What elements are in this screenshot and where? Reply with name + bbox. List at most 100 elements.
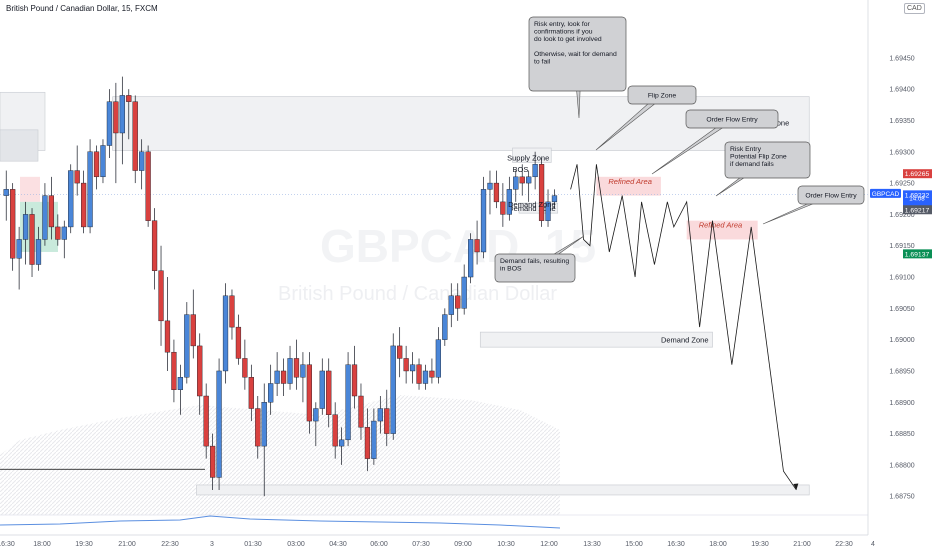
candle-body[interactable] (384, 408, 390, 434)
candle-body[interactable] (429, 370, 435, 378)
candle-body[interactable] (513, 176, 519, 190)
candle-body[interactable] (61, 226, 67, 240)
candle-body[interactable] (442, 314, 448, 340)
projection-path[interactable] (570, 164, 797, 491)
indicator-line[interactable] (0, 515, 561, 529)
candle-body[interactable] (403, 358, 409, 372)
candle-body[interactable] (48, 195, 55, 228)
refined-area-1[interactable] (686, 220, 758, 240)
candle-body[interactable] (29, 214, 35, 265)
candle-body[interactable] (397, 345, 403, 359)
candle-body[interactable] (364, 427, 371, 459)
candle-body[interactable] (345, 364, 351, 441)
candle-body[interactable] (538, 164, 545, 221)
candle-body[interactable] (371, 420, 377, 459)
candle-body[interactable] (255, 408, 261, 447)
zone-2[interactable] (518, 202, 559, 214)
candle-body[interactable] (287, 358, 293, 384)
candle-body[interactable] (468, 239, 474, 278)
candle-body[interactable] (74, 170, 80, 184)
candle-body[interactable] (93, 151, 100, 178)
candle-body[interactable] (68, 170, 74, 228)
candle-body[interactable] (242, 358, 248, 378)
candle-body[interactable] (351, 364, 358, 397)
candle-body[interactable] (422, 370, 429, 384)
candle-body[interactable] (280, 370, 287, 384)
candle-body[interactable] (506, 189, 512, 215)
candle-body[interactable] (113, 101, 119, 134)
candle-body[interactable] (339, 439, 345, 447)
candle-body[interactable] (313, 408, 319, 422)
candle-body[interactable] (326, 370, 332, 415)
candle-body[interactable] (377, 408, 383, 422)
candle-body[interactable] (526, 176, 532, 184)
candle-body[interactable] (177, 377, 183, 390)
candle-body[interactable] (197, 345, 203, 397)
candle-body[interactable] (532, 164, 538, 178)
candle-body[interactable] (222, 295, 229, 372)
candle-body[interactable] (10, 189, 16, 259)
candle-body[interactable] (119, 95, 125, 134)
candle-body[interactable] (500, 201, 506, 215)
candle-body[interactable] (390, 345, 396, 434)
candle-body[interactable] (216, 370, 222, 478)
candle-body[interactable] (261, 402, 267, 447)
zone-4[interactable] (196, 484, 810, 496)
candle-body[interactable] (145, 151, 151, 221)
candle-body[interactable] (493, 182, 500, 203)
candle-body[interactable] (300, 364, 306, 378)
candle-body[interactable] (268, 383, 274, 403)
candle-body[interactable] (203, 395, 209, 447)
candle-body[interactable] (551, 195, 558, 203)
candle-body[interactable] (319, 370, 325, 409)
candle-body[interactable] (16, 239, 22, 259)
candle-body[interactable] (100, 145, 106, 178)
candle-body[interactable] (184, 314, 190, 378)
candle-body[interactable] (487, 182, 493, 190)
candle-body[interactable] (248, 377, 254, 409)
candle-body[interactable] (164, 320, 171, 353)
candle-body[interactable] (35, 239, 42, 265)
candle-body[interactable] (480, 189, 487, 253)
candle-body[interactable] (461, 276, 467, 309)
candle-body[interactable] (126, 95, 132, 102)
candle-body[interactable] (235, 326, 242, 359)
candle-body[interactable] (455, 295, 461, 309)
zone-left-inner[interactable] (0, 129, 39, 162)
candle-body[interactable] (55, 226, 61, 240)
candle-body[interactable] (42, 195, 48, 240)
callout-2[interactable]: Order Flow Entry (651, 109, 779, 175)
candle-body[interactable] (229, 295, 235, 328)
candle-body[interactable] (158, 270, 164, 322)
candle-body[interactable] (293, 358, 300, 378)
candle-body[interactable] (151, 220, 158, 271)
candle-body[interactable] (139, 151, 145, 171)
candle-body[interactable] (474, 239, 480, 253)
candle-body[interactable] (3, 189, 9, 196)
candle-body[interactable] (22, 214, 29, 240)
zone-3[interactable] (479, 331, 713, 348)
currency-badge[interactable]: CAD (904, 3, 925, 14)
candle-body[interactable] (448, 295, 454, 315)
candle-body[interactable] (171, 351, 177, 390)
candle-body[interactable] (80, 182, 87, 228)
candle-body[interactable] (106, 101, 113, 146)
candle-body[interactable] (409, 364, 416, 372)
candle-body[interactable] (435, 339, 442, 378)
candle-body[interactable] (332, 414, 338, 447)
candle-body[interactable] (190, 314, 196, 347)
candle-body[interactable] (87, 151, 93, 228)
candle-body[interactable] (306, 364, 313, 422)
candle-body[interactable] (358, 395, 364, 428)
callout-4[interactable]: Order Flow Entry (762, 185, 865, 225)
candle-body[interactable] (545, 201, 551, 221)
candle-body[interactable] (416, 364, 422, 384)
zone-left-red[interactable] (20, 176, 40, 202)
candle-body[interactable] (519, 176, 525, 184)
candle-body[interactable] (132, 101, 138, 171)
candle-body[interactable] (274, 370, 280, 384)
